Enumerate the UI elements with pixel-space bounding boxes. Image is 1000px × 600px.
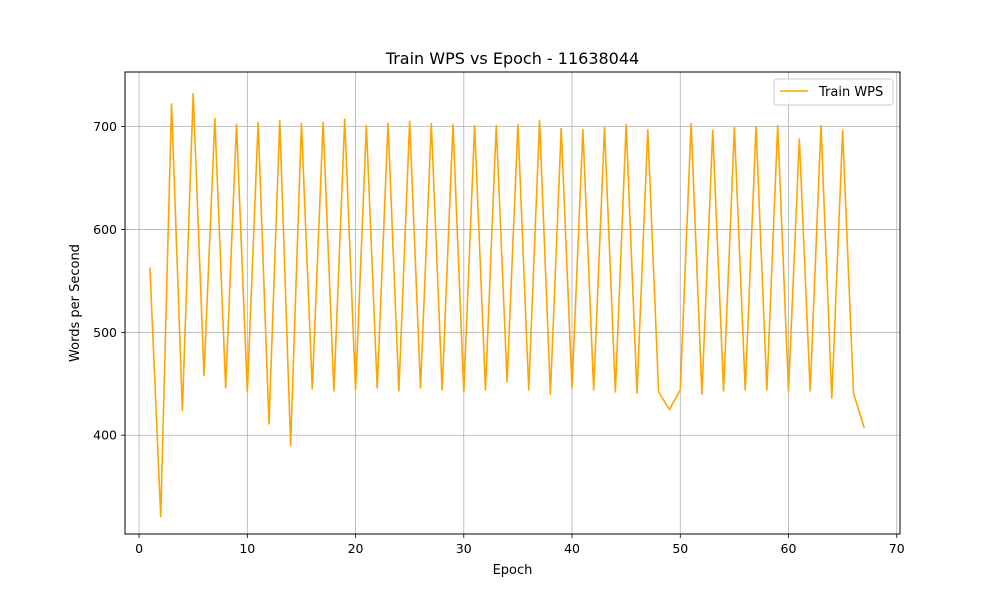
legend: Train WPS [773, 78, 894, 106]
y-tick-label: 600 [93, 222, 117, 237]
x-tick-label: 10 [239, 541, 255, 556]
x-tick-label: 50 [672, 541, 688, 556]
series-line-train-wps [149, 92, 866, 518]
legend-label-train-wps: Train WPS [818, 85, 883, 100]
x-tick-label: 70 [889, 541, 905, 556]
x-tick-label: 0 [135, 541, 143, 556]
y-tick-label: 700 [93, 119, 117, 134]
chart-title: Train WPS vs Epoch - 11638044 [385, 49, 639, 68]
x-tick-label: 60 [781, 541, 797, 556]
x-tick-label: 30 [456, 541, 472, 556]
legend-box [773, 78, 894, 106]
series-layer [149, 92, 866, 518]
y-tick-label: 400 [93, 428, 117, 443]
x-tick-label: 40 [564, 541, 580, 556]
plot-frame [124, 71, 901, 535]
grid [125, 72, 900, 534]
y-axis-title: Words per Second [68, 244, 83, 362]
x-axis: 0 10 20 30 40 50 60 70 [135, 534, 905, 556]
y-axis: 400 500 600 700 [93, 119, 125, 443]
x-tick-label: 20 [348, 541, 364, 556]
y-tick-label: 500 [93, 325, 117, 340]
x-axis-title: Epoch [493, 563, 533, 578]
